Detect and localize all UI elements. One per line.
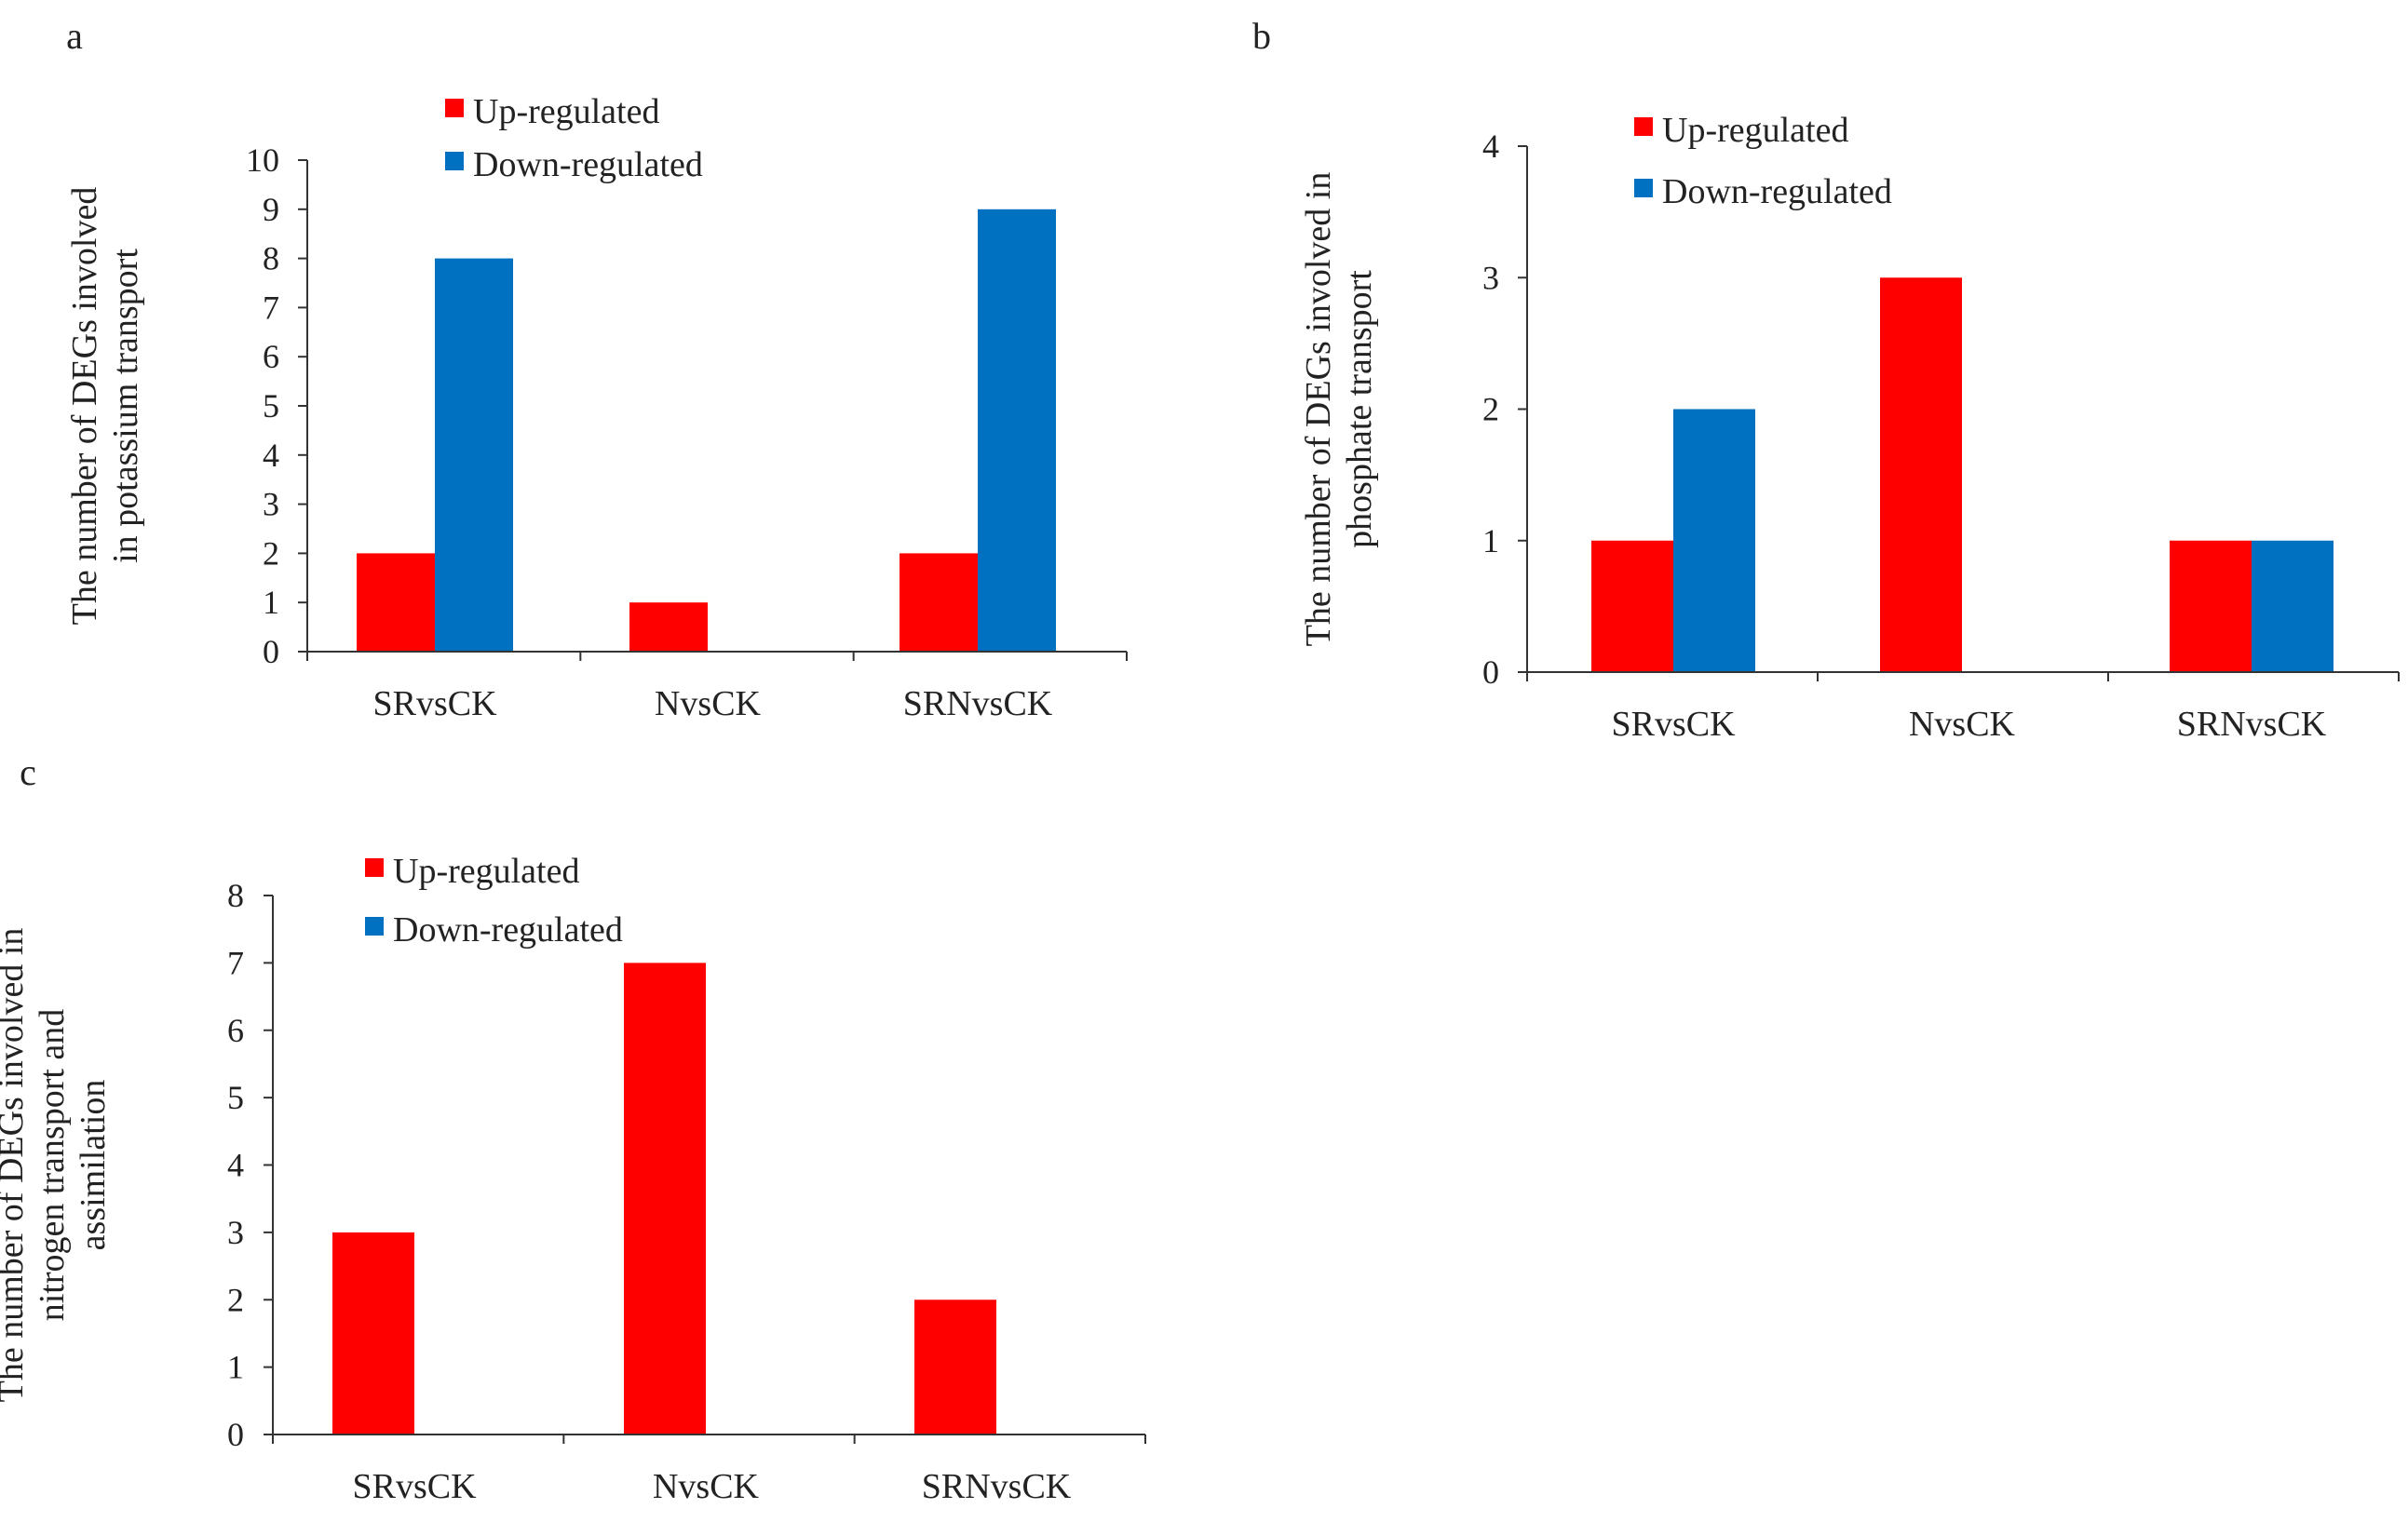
y-tick-label: 7 bbox=[263, 289, 279, 326]
legend-up-label: Up-regulated bbox=[473, 92, 659, 131]
y-tick-label: 4 bbox=[263, 437, 279, 474]
y-axis-label: assimilation bbox=[74, 1080, 113, 1251]
y-tick-label: 1 bbox=[263, 584, 279, 621]
y-axis-label: phosphate transport bbox=[1340, 270, 1379, 548]
y-tick-label: 2 bbox=[1482, 391, 1499, 428]
y-axis-label: in potassium transport bbox=[106, 249, 145, 563]
x-category-label: NvsCK bbox=[653, 1467, 760, 1506]
y-tick-label: 4 bbox=[1482, 128, 1499, 165]
y-tick-label: 0 bbox=[227, 1416, 244, 1453]
up-regulated-bar-srvsck bbox=[357, 553, 435, 652]
y-tick-label: 6 bbox=[263, 338, 279, 375]
up-regulated-bar-nvsck bbox=[629, 602, 708, 652]
panel-b-chart: b 0 1 2 3 4 SRvsCK NvsCK SRNvsCK The number of DE… bbox=[1252, 15, 2400, 744]
x-category-label: NvsCK bbox=[655, 684, 762, 723]
up-regulated-bar-srnvsck bbox=[900, 553, 978, 652]
y-axis-label: The number of DEGs involved bbox=[65, 187, 104, 626]
legend-up-swatch bbox=[365, 858, 384, 877]
y-tick-label: 9 bbox=[263, 191, 279, 228]
down-regulated-bar-srnvsck bbox=[978, 209, 1056, 653]
y-tick-label: 1 bbox=[1482, 522, 1499, 559]
y-tick-label: 2 bbox=[263, 534, 279, 572]
up-regulated-bar-srnvsck bbox=[914, 1300, 996, 1434]
y-tick-label: 10 bbox=[246, 141, 279, 179]
x-category-label: SRNvsCK bbox=[922, 1467, 1072, 1506]
y-tick-label: 5 bbox=[227, 1079, 244, 1116]
legend-down-swatch bbox=[365, 917, 384, 936]
y-tick-label: 5 bbox=[263, 387, 279, 424]
down-regulated-bar-srnvsck bbox=[2252, 540, 2334, 672]
up-regulated-bar-srnvsck bbox=[2170, 540, 2252, 672]
x-category-label: SRvsCK bbox=[372, 684, 497, 723]
legend-up-label: Up-regulated bbox=[393, 852, 579, 891]
legend-down-swatch bbox=[445, 152, 464, 170]
y-axis-label: nitrogen transport and bbox=[33, 1009, 72, 1322]
y-tick-label: 0 bbox=[263, 633, 279, 670]
x-category-label: NvsCK bbox=[1909, 705, 2016, 744]
y-tick-label: 8 bbox=[263, 240, 279, 277]
legend-up-label: Up-regulated bbox=[1662, 111, 1848, 150]
y-tick-label: 8 bbox=[227, 877, 244, 914]
panel-a-chart: a 0 1 2 3 4 5 6 7 8 9 10 SRvsCK NvsCK SRNvsCK The numbe… bbox=[65, 15, 1128, 723]
y-tick-label: 7 bbox=[227, 944, 244, 981]
legend-up-swatch bbox=[1634, 117, 1653, 136]
legend-down-swatch bbox=[1634, 179, 1653, 197]
x-category-label: SRNvsCK bbox=[903, 684, 1053, 723]
y-axis-label: The number of DEGs involved in bbox=[1299, 172, 1338, 647]
panel-letter: a bbox=[66, 15, 83, 57]
legend-down-label: Down-regulated bbox=[393, 910, 623, 950]
panel-c-chart: c 0 1 2 3 4 5 6 7 8 SRvsCK NvsCK SRNvsCK The number o… bbox=[0, 751, 1146, 1506]
y-tick-label: 6 bbox=[227, 1012, 244, 1049]
x-category-label: SRvsCK bbox=[352, 1467, 477, 1506]
up-regulated-bar-srvsck bbox=[1591, 540, 1673, 672]
x-category-label: SRNvsCK bbox=[2177, 705, 2327, 744]
y-tick-label: 0 bbox=[1482, 653, 1499, 691]
up-regulated-bar-srvsck bbox=[332, 1232, 414, 1434]
up-regulated-bar-nvsck bbox=[624, 963, 706, 1434]
up-regulated-bar-nvsck bbox=[1880, 277, 1962, 672]
y-tick-label: 3 bbox=[263, 486, 279, 523]
y-tick-label: 3 bbox=[1482, 259, 1499, 296]
y-axis-label: The number of DEGs involved in bbox=[0, 928, 31, 1403]
panel-letter: b bbox=[1252, 15, 1271, 57]
down-regulated-bar-srvsck bbox=[1673, 409, 1755, 672]
down-regulated-bar-srvsck bbox=[435, 258, 513, 652]
y-tick-label: 3 bbox=[227, 1214, 244, 1251]
x-category-label: SRvsCK bbox=[1611, 705, 1736, 744]
panel-letter: c bbox=[20, 751, 36, 793]
y-tick-label: 4 bbox=[227, 1147, 244, 1184]
legend-down-label: Down-regulated bbox=[1662, 172, 1892, 211]
y-tick-label: 2 bbox=[227, 1281, 244, 1318]
legend-down-label: Down-regulated bbox=[473, 145, 703, 184]
y-tick-label: 1 bbox=[227, 1349, 244, 1386]
legend-up-swatch bbox=[445, 99, 464, 117]
